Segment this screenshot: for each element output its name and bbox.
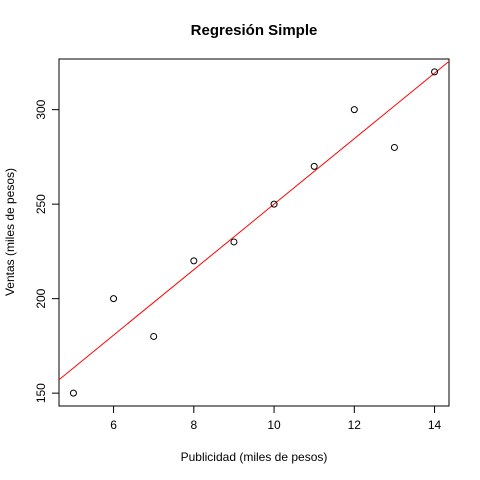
data-point: [230, 238, 238, 246]
data-point: [350, 106, 358, 114]
data-point: [270, 200, 278, 208]
points-layer: [69, 68, 439, 397]
y-axis-label: Ventas (miles de pesos): [3, 168, 17, 296]
y-tick-label: 200: [34, 288, 48, 308]
x-tick-label: 12: [348, 418, 362, 432]
x-tick-label: 6: [110, 418, 117, 432]
chart-title: Regresión Simple: [191, 22, 318, 39]
x-axis-label: Publicidad (miles de pesos): [181, 450, 328, 464]
plot-frame: [58, 58, 450, 407]
y-axis: 150 200 250 300: [34, 99, 60, 403]
x-tick-label: 10: [267, 418, 281, 432]
y-tick-label: 250: [34, 194, 48, 214]
data-point: [390, 143, 398, 151]
data-point: [431, 68, 439, 76]
x-tick-label: 8: [190, 418, 197, 432]
data-point: [110, 295, 118, 303]
y-tick-label: 150: [34, 383, 48, 403]
data-point: [150, 332, 158, 340]
x-tick-label: 14: [428, 418, 442, 432]
regression-layer: [59, 60, 449, 381]
data-point: [69, 389, 77, 397]
y-tick-label: 300: [34, 99, 48, 119]
x-axis: 6 8 10 12 14: [110, 405, 442, 432]
data-point: [310, 162, 318, 170]
regression-line: [59, 60, 449, 381]
data-point: [190, 257, 198, 265]
